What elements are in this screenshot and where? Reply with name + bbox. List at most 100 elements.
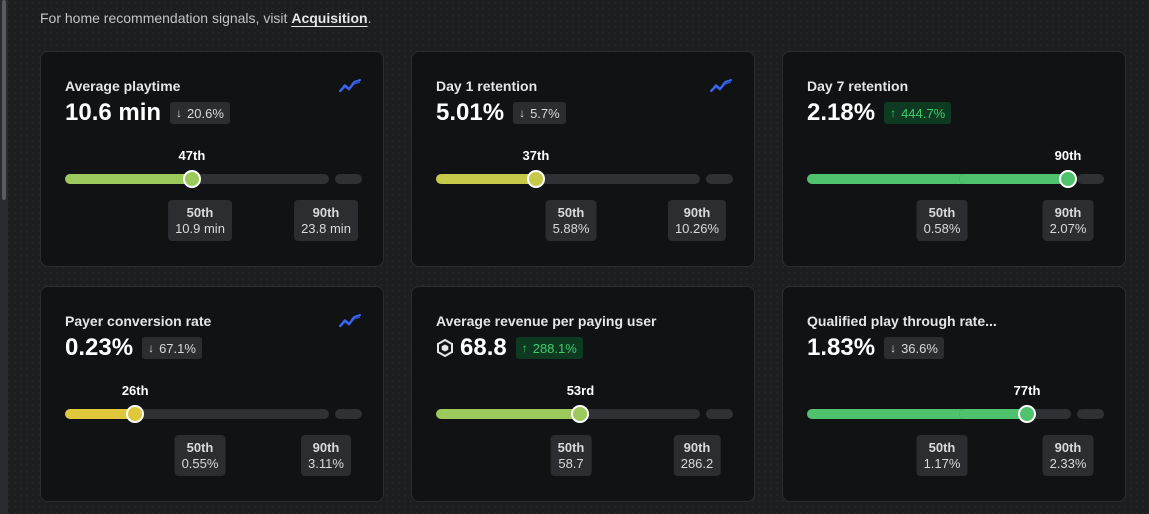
arrow-down-icon: ↓ [148, 341, 155, 355]
metric-value-row: 68.8 ↑ 288.1% [436, 334, 583, 362]
p50-benchmark-value: 58.7 [558, 456, 584, 471]
p50-benchmark-tooltip: 50th 5.88% [545, 200, 597, 241]
percentile-track-segment [807, 174, 971, 184]
percentile-marker [126, 405, 145, 423]
trend-chart-icon[interactable] [339, 313, 361, 329]
p90-benchmark-tooltip: 90th 286.2 [673, 435, 721, 476]
p50-benchmark-label: 50th [186, 440, 214, 455]
metric-title: Average revenue per paying user [436, 313, 657, 329]
percentile-marker [1018, 405, 1037, 423]
percentile-track-segment [959, 174, 1071, 184]
metric-card: Average playtime 10.6 min ↓ 20.6% 47th 50th 10… [40, 51, 384, 267]
percentile-track-fill [436, 409, 581, 419]
p90-benchmark-label: 90th [312, 440, 340, 455]
p50-benchmark-value: 0.55% [181, 456, 219, 471]
subtitle-text: For home recommendation signals, visit [40, 10, 288, 26]
percentile-track-segment [436, 409, 600, 419]
metric-value: 0.23% [65, 334, 134, 361]
metric-value: 1.83% [807, 334, 876, 361]
p50-benchmark-tooltip: 50th 0.55% [174, 435, 226, 476]
p50-benchmark-value: 0.58% [923, 221, 961, 236]
change-badge: ↓ 20.6% [170, 102, 230, 124]
metric-value: 68.8 [460, 334, 507, 361]
p90-benchmark-tooltip: 90th 2.33% [1042, 435, 1094, 476]
percentile-track-fill [807, 174, 971, 184]
p90-benchmark-value: 2.33% [1049, 456, 1087, 471]
arrow-down-icon: ↓ [176, 106, 183, 120]
p50-benchmark-value: 1.17% [923, 456, 961, 471]
p90-benchmark-value: 2.07% [1049, 221, 1087, 236]
percentile-label: 90th [1054, 148, 1082, 163]
metric-value-row: 10.6 min ↓ 20.6% [65, 99, 230, 127]
acquisition-link[interactable]: Acquisition [291, 10, 368, 26]
p90-benchmark-value: 286.2 [680, 456, 714, 471]
metric-value-row: 2.18% ↑ 444.7% [807, 99, 952, 127]
scrollbar-thumb[interactable] [2, 0, 6, 200]
percentile-label: 37th [522, 148, 550, 163]
p50-benchmark-label: 50th [557, 440, 585, 455]
percentile-track-segment [959, 409, 1071, 419]
change-badge: ↓ 5.7% [513, 102, 566, 124]
percentile-track-segment [335, 174, 362, 184]
percentile-track-segment [1077, 174, 1104, 184]
percentile-label: 26th [121, 383, 149, 398]
p90-benchmark-label: 90th [683, 205, 711, 220]
percentile-label: 53rd [566, 383, 595, 398]
p90-benchmark-label: 90th [683, 440, 711, 455]
percentile-track-segment [706, 409, 733, 419]
arrow-down-icon: ↓ [890, 341, 897, 355]
page-scrollbar[interactable] [0, 0, 8, 514]
percentile-track-fill [65, 409, 136, 419]
percentile-track-fill [959, 409, 1028, 419]
change-value: 288.1% [532, 340, 577, 356]
metric-title: Day 1 retention [436, 78, 538, 94]
p90-benchmark-label: 90th [1054, 205, 1082, 220]
change-value: 20.6% [187, 105, 224, 121]
robux-icon [437, 339, 453, 357]
p90-benchmark-value: 10.26% [674, 221, 720, 236]
trend-chart-icon[interactable] [339, 78, 361, 94]
metric-card: Average revenue per paying user 68.8 ↑ 288.… [411, 286, 755, 502]
percentile-track-fill [807, 409, 971, 419]
change-badge: ↑ 444.7% [884, 102, 952, 124]
percentile-marker [182, 170, 201, 188]
percentile-track-fill [959, 174, 1068, 184]
percentile-track-segment [588, 409, 700, 419]
percentile-label: 77th [1013, 383, 1041, 398]
change-value: 5.7% [530, 105, 560, 121]
metric-title: Payer conversion rate [65, 313, 212, 329]
change-badge: ↑ 288.1% [515, 337, 583, 359]
percentile-marker [571, 405, 590, 423]
metric-card: Day 7 retention 2.18% ↑ 444.7% 90th 50th 0.58%… [782, 51, 1126, 267]
p50-benchmark-tooltip: 50th 0.58% [916, 200, 968, 241]
change-badge: ↓ 36.6% [884, 337, 944, 359]
p50-benchmark-label: 50th [557, 205, 585, 220]
arrow-up-icon: ↑ [890, 106, 897, 120]
percentile-label: 47th [178, 148, 206, 163]
p50-benchmark-tooltip: 50th 1.17% [916, 435, 968, 476]
metric-value-row: 0.23% ↓ 67.1% [65, 334, 202, 362]
metric-card: Qualified play through rate... 1.83% ↓ 36.6… [782, 286, 1126, 502]
percentile-track-segment [217, 409, 329, 419]
metric-value: 5.01% [436, 99, 505, 126]
p90-benchmark-tooltip: 90th 23.8 min [294, 200, 358, 241]
metric-card: Payer conversion rate 0.23% ↓ 67.1% 26th 50th… [40, 286, 384, 502]
metric-title: Qualified play through rate... [807, 313, 997, 329]
p90-benchmark-value: 3.11% [308, 456, 344, 471]
change-value: 67.1% [159, 340, 196, 356]
trend-chart-icon[interactable] [710, 78, 732, 94]
p90-benchmark-tooltip: 90th 3.11% [301, 435, 351, 476]
p50-benchmark-tooltip: 50th 10.9 min [168, 200, 232, 241]
p90-benchmark-tooltip: 90th 2.07% [1042, 200, 1094, 241]
metric-value-row: 1.83% ↓ 36.6% [807, 334, 944, 362]
change-value: 444.7% [901, 105, 946, 121]
p50-benchmark-value: 5.88% [552, 221, 590, 236]
page-subtitle: For home recommendation signals, visit A… [40, 10, 371, 26]
subtitle-suffix: . [367, 10, 372, 26]
change-badge: ↓ 67.1% [142, 337, 202, 359]
metric-value-row: 5.01% ↓ 5.7% [436, 99, 566, 127]
percentile-marker [526, 170, 545, 188]
percentile-track-segment [436, 174, 600, 184]
percentile-track-segment [335, 409, 362, 419]
percentile-track-segment [807, 409, 971, 419]
